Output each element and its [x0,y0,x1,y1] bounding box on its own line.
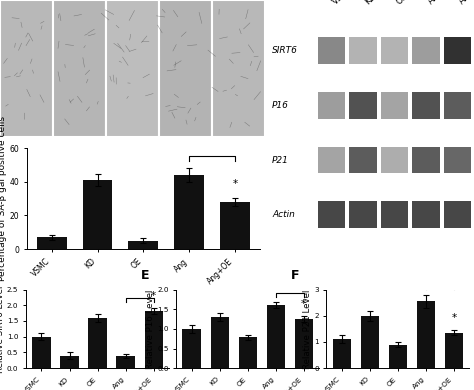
Bar [381,147,408,174]
Text: *: * [301,299,306,309]
Bar [238,337,257,368]
Bar [32,337,51,368]
Bar [361,316,379,368]
Bar [220,202,250,249]
Bar [381,92,408,119]
Text: KD: KD [363,0,378,6]
Bar [318,202,345,228]
Text: SIRT6: SIRT6 [272,46,298,55]
Bar [444,202,472,228]
Bar [417,301,435,368]
Bar [333,339,351,368]
Y-axis label: Relative P16 Level: Relative P16 Level [146,289,155,369]
Text: E: E [140,269,149,282]
Bar [266,305,285,368]
Bar [445,333,463,368]
Bar [82,180,112,249]
Y-axis label: Relative SIRT6 Level: Relative SIRT6 Level [0,285,5,372]
Y-axis label: Percentage of SA-β gal positive cells: Percentage of SA-β gal positive cells [0,116,7,281]
Bar [106,0,159,136]
Text: P16: P16 [272,101,289,110]
Bar [212,0,265,136]
Bar [318,37,345,64]
Bar [128,241,158,249]
Bar [53,0,106,136]
Bar [159,0,212,136]
Bar [389,345,407,368]
Text: Ang: Ang [426,0,444,6]
Text: VSMC: VSMC [331,0,355,6]
Bar [117,356,135,368]
Text: F: F [291,269,299,282]
Bar [444,92,472,119]
Bar [182,329,201,368]
Bar [318,92,345,119]
Text: Ang+OE: Ang+OE [458,0,474,6]
Bar [295,319,313,368]
Bar [0,0,53,136]
Bar [412,37,440,64]
Text: P21: P21 [272,156,289,165]
Bar [444,147,472,174]
Text: *: * [451,313,456,323]
Text: Actin: Actin [272,210,295,219]
Bar [174,175,204,249]
Bar [349,202,377,228]
Text: OE: OE [394,0,409,6]
Bar [444,37,472,64]
Bar [89,318,107,368]
Bar [145,311,163,368]
Bar [210,317,229,368]
Bar [349,147,377,174]
Bar [381,37,408,64]
Bar [349,37,377,64]
Text: *: * [232,179,237,189]
Bar [381,202,408,228]
Bar [412,92,440,119]
Bar [60,356,79,368]
Y-axis label: Relative P21 Level: Relative P21 Level [303,289,312,369]
Text: *: * [151,291,156,301]
Bar [37,237,67,249]
Bar [412,202,440,228]
Bar [412,147,440,174]
Bar [318,147,345,174]
Bar [349,92,377,119]
